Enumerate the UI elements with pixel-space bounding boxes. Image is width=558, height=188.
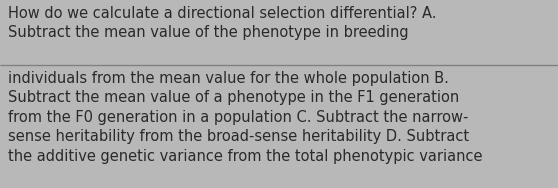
Text: How do we calculate a directional selection differential? A.
Subtract the mean v: How do we calculate a directional select…: [8, 6, 437, 40]
Text: individuals from the mean value for the whole population B.
Subtract the mean va: individuals from the mean value for the …: [8, 70, 483, 164]
